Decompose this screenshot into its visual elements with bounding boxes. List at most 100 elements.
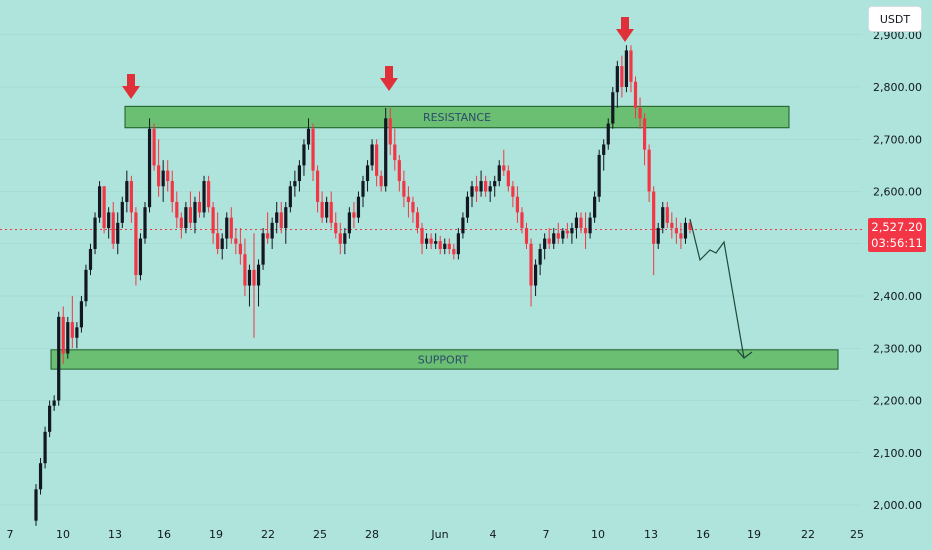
candle-body: [161, 170, 165, 187]
candle-body: [252, 269, 256, 286]
candle: [465, 191, 470, 223]
down-arrow-icon: [122, 74, 140, 99]
candle: [470, 181, 474, 208]
candle: [184, 201, 188, 234]
currency-badge[interactable]: USDT: [868, 6, 922, 32]
price-tick-label: 2,000.00: [873, 499, 922, 512]
candle: [602, 139, 606, 171]
candle: [461, 212, 465, 239]
candle-body: [674, 228, 678, 234]
date-tick-label: 10: [56, 528, 70, 541]
candle-body: [329, 201, 333, 223]
candle: [570, 222, 574, 244]
candle-body: [111, 212, 115, 244]
candle-body: [275, 212, 279, 223]
current-price-value: 2,527.20: [871, 220, 923, 234]
candle-body: [543, 238, 547, 249]
candle: [683, 217, 688, 244]
currency-label: USDT: [879, 12, 911, 26]
candle-body: [465, 196, 470, 218]
candle-body: [202, 181, 206, 213]
candle: [393, 128, 397, 171]
candle: [434, 233, 438, 249]
candle: [97, 181, 102, 223]
candle: [261, 228, 265, 270]
date-tick-label: 7: [7, 528, 14, 541]
candle: [547, 228, 551, 249]
candle: [561, 228, 565, 244]
candle-body: [84, 269, 88, 302]
resistance-zone[interactable]: [124, 105, 790, 129]
candle-body: [393, 144, 397, 161]
candle-body: [615, 66, 619, 93]
date-tick-label: 19: [747, 528, 761, 541]
candle: [206, 175, 211, 213]
candle: [552, 228, 556, 249]
candle: [66, 316, 70, 359]
candle: [593, 191, 597, 223]
candle-body: [538, 248, 542, 265]
candle-body: [583, 228, 588, 234]
candle-body: [134, 212, 138, 276]
candle: [511, 181, 515, 208]
current-price-tag: 2,527.20 03:56:11: [868, 218, 926, 252]
price-axis[interactable]: 2,000.00 2,100.00 2,200.00 2,300.00 2,400.00…: [873, 29, 922, 512]
candle: [679, 222, 683, 249]
candle-body: [529, 243, 533, 286]
candle-body: [470, 186, 474, 197]
candle-body: [533, 264, 538, 286]
candle: [688, 220, 692, 234]
candle: [615, 60, 619, 108]
candle: [588, 212, 592, 239]
candle-body: [556, 233, 560, 239]
candle-body: [638, 107, 642, 119]
candle-body: [93, 217, 97, 249]
candle: [543, 233, 547, 260]
candle-body: [107, 212, 111, 229]
candle-body: [434, 241, 438, 244]
candle-body: [611, 92, 615, 124]
candle-body: [356, 196, 361, 218]
candle-body: [288, 186, 292, 208]
candle-body: [102, 186, 106, 229]
candle: [565, 222, 569, 239]
candle-body: [406, 196, 411, 202]
support-zone[interactable]: [50, 349, 839, 370]
candle-body: [552, 233, 556, 244]
candle: [193, 196, 197, 234]
candle-body: [588, 217, 592, 234]
date-tick-label: 13: [108, 528, 122, 541]
candle-body: [57, 316, 61, 401]
candle-body: [602, 144, 606, 155]
time-axis[interactable]: 7 10 13 16 19 22 25 28 Jun 4 7 10 13 16 19 22 25: [7, 528, 865, 541]
down-arrow-icon: [380, 66, 398, 91]
candle-body: [247, 269, 252, 286]
candle: [75, 322, 79, 349]
candle-body: [234, 238, 238, 244]
candle: [302, 139, 306, 176]
candle-body: [679, 233, 683, 239]
candle-body: [166, 170, 170, 182]
candle-body: [284, 207, 288, 229]
candle-body: [352, 212, 356, 218]
candle-body: [574, 217, 579, 229]
candle: [48, 400, 52, 438]
candle-body: [334, 222, 338, 234]
resistance-label: RESISTANCE: [423, 111, 491, 124]
candle: [38, 457, 43, 495]
candle: [384, 107, 388, 192]
candle-body: [456, 233, 460, 255]
candle-body: [306, 128, 311, 145]
candle-body: [34, 489, 38, 521]
candle: [43, 426, 47, 469]
candle-body: [365, 165, 370, 182]
candle: [57, 311, 61, 406]
date-tick-label: 22: [261, 528, 275, 541]
candle: [266, 212, 270, 244]
candle: [443, 238, 447, 255]
candle: [411, 196, 415, 223]
candle-body: [188, 207, 193, 223]
candle: [284, 201, 288, 244]
